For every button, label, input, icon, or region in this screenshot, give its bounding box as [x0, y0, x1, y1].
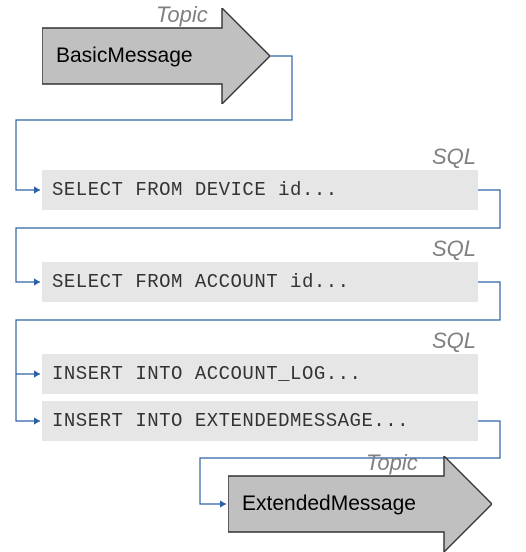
topic-arrow-basicmessage: BasicMessage [42, 8, 270, 104]
sql-box-select-device: SELECT FROM DEVICE id... [42, 170, 478, 210]
sql-box-insert-extendedmessage: INSERT INTO EXTENDEDMESSAGE... [42, 401, 478, 441]
sql-label-3: SQL [432, 328, 476, 354]
sql-label-1: SQL [432, 144, 476, 170]
topic-arrow-extendedmessage: ExtendedMessage [228, 456, 492, 552]
sql-label-2: SQL [432, 236, 476, 262]
sql-box-select-account: SELECT FROM ACCOUNT id... [42, 262, 478, 302]
diagram-stage: Topic BasicMessage SQL SELECT FROM DEVIC… [0, 0, 526, 540]
sql-box-insert-accountlog: INSERT INTO ACCOUNT_LOG... [42, 354, 478, 394]
